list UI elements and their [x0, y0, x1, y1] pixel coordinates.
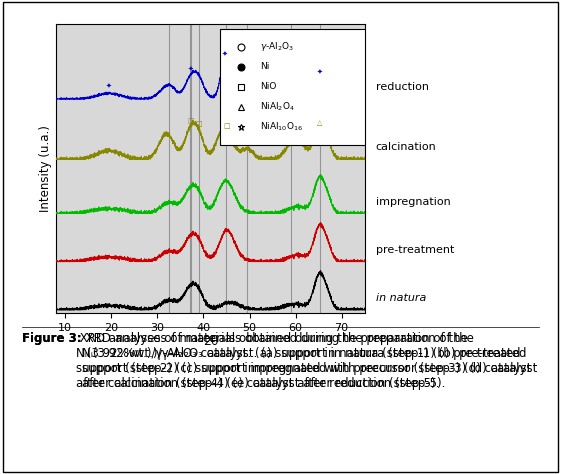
Text: NiAl$_2$O$_4$: NiAl$_2$O$_4$: [260, 100, 295, 113]
Text: Figure 3:: Figure 3:: [22, 332, 82, 345]
Text: impregnation: impregnation: [376, 197, 450, 207]
Text: ✦: ✦: [316, 68, 323, 74]
Text: Ni: Ni: [260, 62, 269, 71]
Text: NiAl$_{10}$O$_{16}$: NiAl$_{10}$O$_{16}$: [260, 120, 303, 133]
Text: $\gamma$-Al$_2$O$_3$: $\gamma$-Al$_2$O$_3$: [260, 40, 294, 54]
Text: ✦: ✦: [106, 83, 112, 89]
Text: △: △: [317, 120, 322, 126]
X-axis label: 2θ: 2θ: [203, 335, 218, 348]
Text: ✦: ✦: [187, 65, 194, 72]
Text: □: □: [187, 118, 194, 124]
Text: calcination: calcination: [376, 143, 436, 153]
FancyBboxPatch shape: [220, 29, 365, 145]
Text: □: □: [196, 121, 202, 128]
Text: Figure 3:: Figure 3:: [22, 332, 82, 345]
Text: in natura: in natura: [376, 293, 426, 303]
Text: pre-treatment: pre-treatment: [376, 245, 454, 255]
Text: reduction: reduction: [376, 82, 429, 92]
Text: □: □: [223, 123, 230, 129]
Text: NiO: NiO: [260, 82, 276, 91]
Text: ✦: ✦: [221, 51, 227, 57]
Text: XRD analyses of materials obtained during the preparation of the Nᵢ(3.92%wt.)/γ-: XRD analyses of materials obtained durin…: [76, 332, 531, 390]
Y-axis label: Intensity (u.a.): Intensity (u.a.): [39, 125, 52, 212]
Text: XRD analyses of materials obtained during the preparation of the Nᵢ(3.92%wt.)/γ-: XRD analyses of materials obtained durin…: [82, 332, 538, 390]
